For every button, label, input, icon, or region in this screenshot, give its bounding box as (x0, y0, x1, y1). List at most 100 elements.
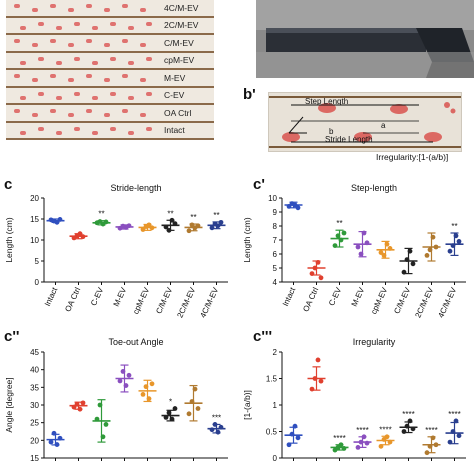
data-point (169, 217, 175, 223)
data-point (140, 227, 146, 232)
track-label: C/M-EV (164, 37, 194, 48)
paw-print (14, 109, 20, 113)
panel-letter-c-tprime: c''' (253, 328, 273, 345)
paw-print (20, 95, 26, 100)
panel-letter-c-prime: c' (253, 176, 265, 193)
paw-print (56, 95, 62, 100)
data-point (192, 386, 198, 392)
data-point (341, 446, 347, 451)
paw-print (50, 109, 56, 113)
data-point (450, 243, 456, 248)
data-point (292, 202, 298, 208)
x-tick-label: M-EV (350, 285, 367, 308)
paw-print (14, 4, 20, 8)
track-divider (6, 138, 214, 140)
b-label: b (329, 127, 334, 136)
track-divider (6, 85, 214, 88)
stride-length-label: Stride Length (325, 135, 373, 144)
panel-letter-c: c (4, 176, 13, 193)
stride-length-chart: Stride-length 0 5 10 15 20 Length (cm) Intact OA… (4, 183, 228, 319)
significance-marker: ** (190, 213, 196, 222)
paw-print (140, 113, 146, 117)
data-point (57, 217, 63, 222)
data-point (209, 225, 215, 231)
data-point (163, 224, 169, 230)
track-label: M-EV (164, 72, 186, 83)
paw-print (92, 25, 98, 30)
y-tick-label: 5 (35, 257, 40, 266)
data-point (387, 246, 393, 251)
data-point (430, 435, 436, 441)
track-divider (6, 15, 214, 18)
significance-marker: ** (213, 211, 219, 220)
data-point (315, 357, 321, 363)
paw-print (20, 60, 26, 65)
data-point (295, 435, 301, 441)
data-point (456, 433, 462, 439)
chart-title: Stride-length (110, 183, 161, 193)
data-point (186, 411, 192, 417)
paw-print (32, 78, 38, 82)
irregularity-chart: Irregularity 0 0.5 1 1.5 2 [1-(a/b)] **** **** **… (242, 337, 466, 463)
data-point (378, 250, 384, 255)
gait-annotation-illustration (269, 93, 461, 151)
y-tick-label: 30 (30, 401, 39, 410)
data-point (289, 431, 295, 437)
data-point (74, 401, 80, 407)
data-point (447, 439, 453, 445)
data-point (341, 230, 347, 236)
data-point (309, 386, 315, 392)
paw-print (20, 130, 26, 135)
y-tick-label: 15 (30, 454, 39, 463)
paw-print (56, 60, 62, 65)
paw-print (74, 91, 80, 96)
chart-title: Step-length (351, 183, 397, 193)
significance-marker: ** (98, 210, 104, 219)
paw-print (146, 21, 152, 26)
x-tick-label: C-EV (327, 285, 344, 307)
data-point (358, 251, 364, 257)
paw-print (122, 109, 128, 113)
data-point (358, 439, 364, 445)
significance-marker: * (169, 398, 172, 407)
y-tick-label: 0 (35, 278, 40, 287)
data-point (189, 222, 195, 228)
data-point (453, 233, 459, 239)
data-point (407, 418, 413, 424)
data-point (51, 430, 57, 436)
x-tick-label: Intact (281, 285, 298, 307)
data-point (172, 406, 178, 411)
x-tick-label: OA Ctrl (301, 286, 320, 313)
data-point (172, 221, 178, 227)
a-label: a (381, 121, 386, 130)
y-tick-label: 1.5 (266, 375, 278, 384)
track-divider (6, 50, 214, 53)
data-point (401, 429, 407, 434)
y-axis-label: Length (cm) (4, 217, 14, 263)
data-point (212, 422, 218, 427)
data-point (381, 253, 387, 258)
x-tick-label: M-EV (112, 285, 129, 308)
step-length-chart: Step-length 4 5 6 7 8 9 10 Length (cm) Intact OA C… (242, 183, 466, 319)
data-point (77, 231, 83, 237)
paw-print (122, 4, 128, 8)
data-point (286, 204, 292, 209)
data-point (215, 223, 221, 229)
data-point (166, 227, 172, 233)
data-point (146, 222, 152, 228)
x-tick-label: 4C/M-EV (198, 285, 220, 319)
y-axis-label: [1-(a/b)] (242, 390, 252, 420)
data-point (315, 260, 321, 265)
paw-print (146, 126, 152, 131)
paw-print (74, 21, 80, 26)
paw-print (122, 74, 128, 78)
runway-photo (256, 0, 474, 78)
data-point (318, 378, 324, 384)
significance-marker: **** (333, 434, 345, 443)
paw-print-tracks-photo: 4C/M-EV 2C/M-EV C/M-EV cpM-EV M-EV C-EV OA Ctr… (6, 0, 214, 140)
paw-print (14, 74, 20, 78)
paw-print (128, 25, 134, 30)
data-point (424, 450, 430, 456)
track-label: OA Ctrl (164, 107, 192, 118)
y-tick-label: 5 (273, 264, 278, 273)
